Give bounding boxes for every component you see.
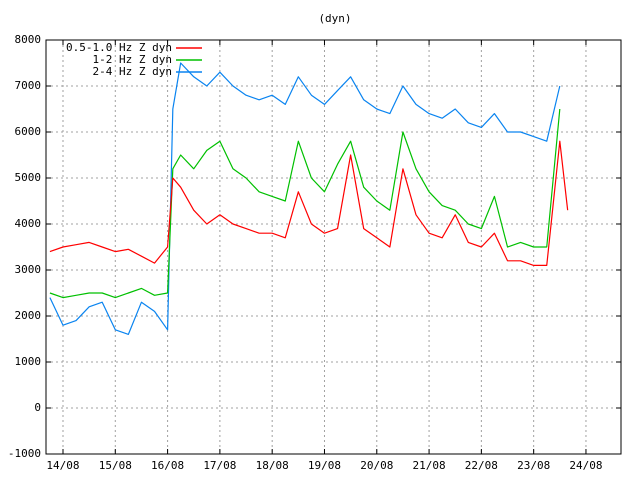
y-tick-label: 2000 bbox=[15, 309, 42, 322]
y-tick-label: 0 bbox=[34, 401, 41, 414]
x-tick-label: 22/08 bbox=[465, 459, 498, 472]
legend-label: 1-2 Hz Z dyn bbox=[93, 53, 172, 66]
chart-title: (dyn) bbox=[318, 12, 351, 25]
y-tick-label: 4000 bbox=[15, 217, 42, 230]
y-tick-label: 1000 bbox=[15, 355, 42, 368]
y-tick-label: 6000 bbox=[15, 125, 42, 138]
y-tick-label: 3000 bbox=[15, 263, 42, 276]
y-tick-label: 8000 bbox=[15, 33, 42, 46]
x-tick-label: 15/08 bbox=[99, 459, 132, 472]
x-tick-label: 23/08 bbox=[517, 459, 550, 472]
plot-frame bbox=[45, 39, 622, 455]
y-tick-label: 5000 bbox=[15, 171, 42, 184]
plot-area bbox=[49, 62, 569, 335]
x-tick-label: 18/08 bbox=[256, 459, 289, 472]
legend-label: 2-4 Hz Z dyn bbox=[93, 65, 172, 78]
series-line bbox=[49, 140, 569, 266]
legend-label: 0.5-1.0 Hz Z dyn bbox=[66, 41, 172, 54]
x-tick-label: 14/08 bbox=[46, 459, 79, 472]
series-line bbox=[49, 62, 561, 335]
x-tick-label: 21/08 bbox=[413, 459, 446, 472]
y-tick-label: -1000 bbox=[8, 447, 41, 460]
series-line bbox=[49, 108, 561, 299]
x-tick-label: 20/08 bbox=[360, 459, 393, 472]
y-tick-label: 7000 bbox=[15, 79, 42, 92]
x-tick-label: 17/08 bbox=[203, 459, 236, 472]
x-tick-label: 16/08 bbox=[151, 459, 184, 472]
x-tick-label: 19/08 bbox=[308, 459, 341, 472]
x-tick-label: 24/08 bbox=[569, 459, 602, 472]
